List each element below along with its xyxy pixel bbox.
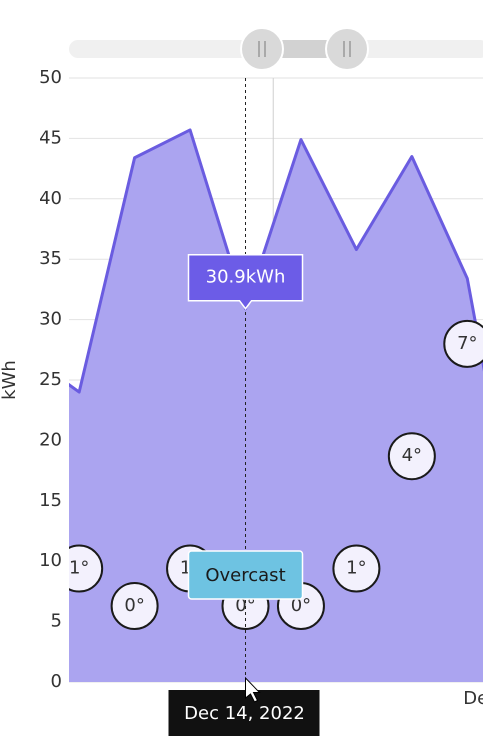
temperature-bubble — [110, 581, 159, 630]
slider-grip — [258, 41, 351, 57]
y-tick-label: 5 — [51, 611, 62, 632]
y-axis-label: kWh — [0, 360, 20, 400]
temperature-label: 1° — [69, 558, 89, 579]
temperature-label: 4° — [402, 445, 422, 466]
slider-handle[interactable] — [240, 27, 284, 71]
temperature-label: 1° — [346, 558, 366, 579]
range-slider[interactable] — [69, 27, 483, 71]
cursor — [245, 676, 261, 703]
temperature-label: 0° — [291, 595, 311, 616]
y-tick-label: 15 — [39, 490, 62, 511]
x-tick-label: Dec 16 — [463, 688, 483, 709]
y-tick-label: 50 — [39, 67, 62, 88]
weather-tooltip-box — [187, 550, 304, 600]
y-tick-label: 30 — [39, 309, 62, 330]
y-tick-label: 25 — [39, 369, 62, 390]
temperature-bubble — [387, 432, 436, 481]
temperature-label: 7° — [457, 333, 477, 354]
value-tooltip-text: 30.9kWh — [206, 267, 286, 288]
weather-tooltip-text: Overcast — [205, 565, 285, 586]
area-fill — [69, 129, 483, 682]
y-tick-label: 10 — [39, 550, 62, 571]
y-tick-label: 35 — [39, 248, 62, 269]
area-line — [69, 128, 483, 394]
plot-area: 1°0°1°0°0°1°4°7° — [69, 128, 483, 682]
y-tick-label: 40 — [39, 188, 62, 209]
y-tick-label: 45 — [39, 127, 62, 148]
date-tooltip-text: Dec 14, 2022 — [184, 703, 305, 724]
temperature-label: 0° — [124, 595, 144, 616]
temperature-bubble — [332, 544, 381, 593]
temperature-bubble — [69, 544, 104, 593]
date-tooltip-box — [168, 690, 320, 736]
slider-handle[interactable] — [325, 27, 369, 71]
y-tick-label: 20 — [39, 429, 62, 450]
temperature-label: 0° — [235, 595, 255, 616]
overlay: 30.9kWh Overcast Dec 14, 2022 — [168, 78, 320, 736]
y-tick-label: 0 — [51, 671, 62, 692]
value-tooltip-box — [187, 253, 304, 310]
temperature-bubble — [443, 319, 483, 368]
